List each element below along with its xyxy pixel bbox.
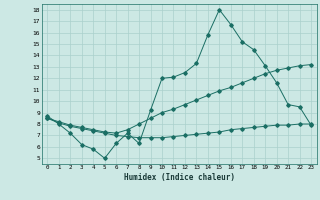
X-axis label: Humidex (Indice chaleur): Humidex (Indice chaleur)	[124, 173, 235, 182]
